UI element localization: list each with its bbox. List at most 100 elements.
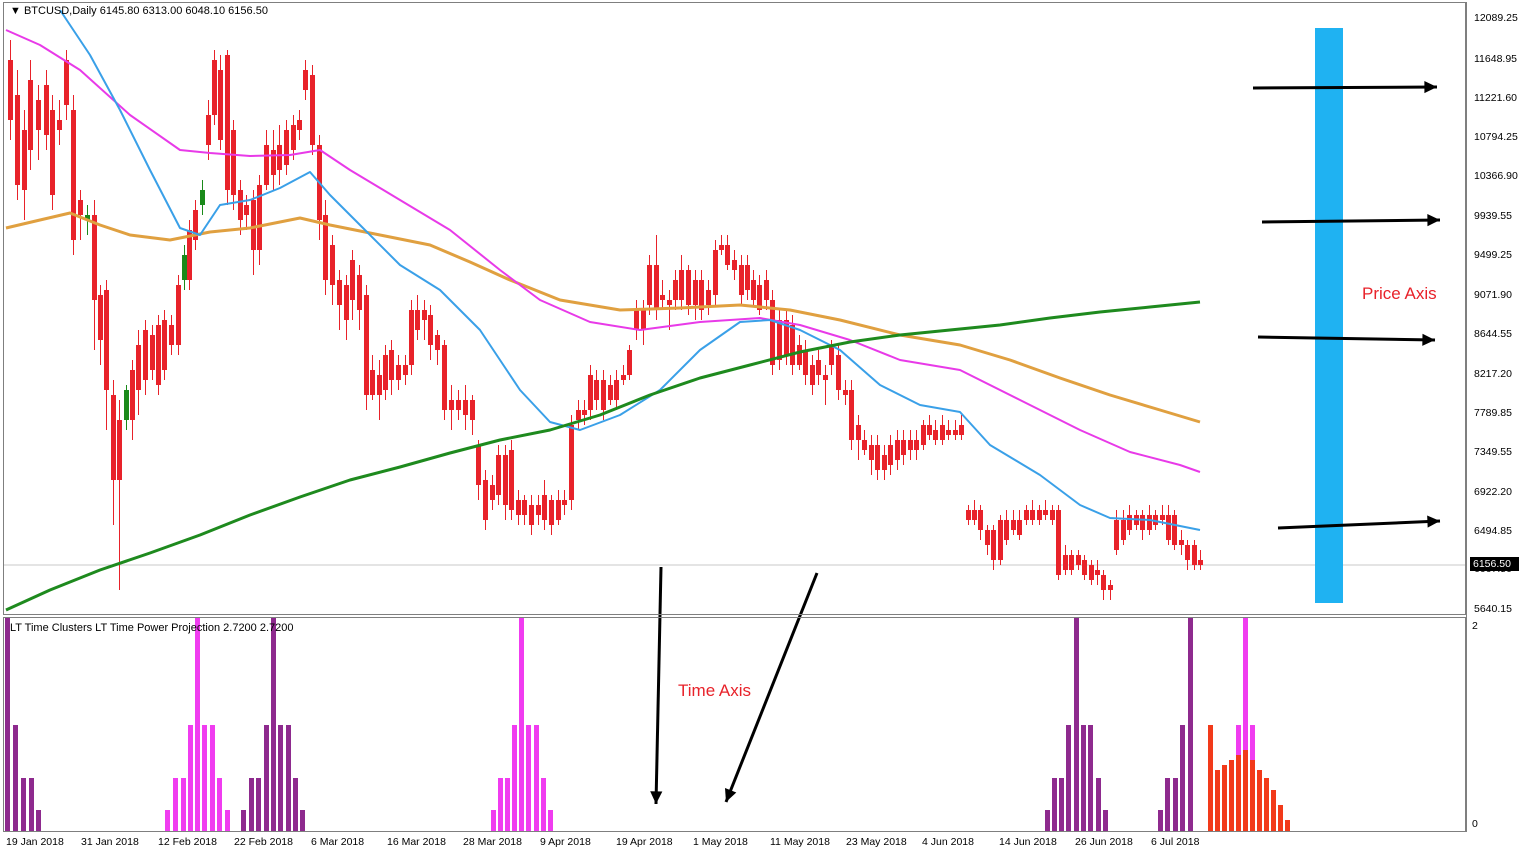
candle-body bbox=[647, 265, 652, 305]
arrow-price-4-head bbox=[1427, 515, 1440, 528]
candle-body bbox=[940, 425, 945, 440]
indicator-bar bbox=[271, 618, 276, 831]
candle-body bbox=[1011, 520, 1016, 530]
candle-body bbox=[588, 375, 593, 410]
candle-body bbox=[953, 430, 958, 435]
candle-body bbox=[1069, 555, 1074, 570]
price-label: 9939.55 bbox=[1474, 210, 1512, 222]
indicator-bar bbox=[491, 810, 496, 831]
candle-body bbox=[176, 285, 181, 345]
ma-slow-line bbox=[5, 211, 1201, 424]
candle-body bbox=[522, 500, 527, 515]
candle-body bbox=[383, 355, 388, 390]
indicator-bar bbox=[300, 810, 305, 831]
indicator-bar bbox=[293, 778, 298, 831]
indicator-bar bbox=[498, 778, 503, 831]
candle-body bbox=[601, 380, 606, 410]
indicator-bar bbox=[505, 778, 510, 831]
date-label: 28 Mar 2018 bbox=[463, 836, 522, 848]
candle-body bbox=[509, 450, 514, 510]
candle-body bbox=[28, 80, 33, 150]
indicator-bar bbox=[541, 778, 546, 831]
projection-bar bbox=[1236, 755, 1241, 831]
candle-body bbox=[1153, 515, 1158, 525]
price-label: 7789.85 bbox=[1474, 407, 1512, 419]
candle-body bbox=[998, 520, 1003, 560]
candle-body bbox=[699, 280, 704, 310]
candle-body bbox=[435, 335, 440, 350]
candle-body bbox=[303, 70, 308, 90]
candle-body bbox=[862, 440, 867, 450]
indicator-bar bbox=[548, 810, 553, 831]
candle-body bbox=[594, 380, 599, 400]
candle-body bbox=[1017, 520, 1022, 535]
indicator-bar bbox=[519, 618, 524, 831]
candle-body bbox=[569, 425, 574, 500]
candle-body bbox=[92, 215, 97, 300]
candle-body bbox=[1050, 510, 1055, 520]
projection-overlay-bar bbox=[1250, 725, 1255, 760]
candle-body bbox=[389, 350, 394, 380]
price-chart-panel[interactable] bbox=[3, 2, 1466, 615]
indicator-bar bbox=[173, 778, 178, 831]
candle-body bbox=[264, 145, 269, 185]
candle-body bbox=[667, 300, 672, 305]
price-label: 12089.25 bbox=[1474, 12, 1518, 24]
indicator-bar bbox=[225, 810, 230, 831]
indicator-scale-bottom: 0 bbox=[1472, 818, 1478, 830]
candle-body bbox=[169, 325, 174, 345]
candle-body bbox=[8, 60, 13, 120]
projection-bar bbox=[1208, 725, 1213, 831]
candle-body bbox=[496, 455, 501, 495]
candle-body bbox=[456, 400, 461, 410]
candle-body bbox=[829, 345, 834, 365]
candle-body bbox=[57, 120, 62, 130]
indicator-bar bbox=[1103, 810, 1108, 831]
candle-body bbox=[713, 250, 718, 295]
price-label: 9071.90 bbox=[1474, 289, 1512, 301]
ma-mid-line bbox=[5, 29, 1201, 473]
price-label: 11648.95 bbox=[1474, 53, 1518, 65]
date-label: 14 Jun 2018 bbox=[999, 836, 1057, 848]
candle-body bbox=[396, 365, 401, 380]
projection-bar bbox=[1250, 760, 1255, 831]
candle-body bbox=[130, 370, 135, 420]
candle-body bbox=[739, 265, 744, 295]
candle-body bbox=[244, 205, 249, 215]
candle-body bbox=[1004, 520, 1009, 540]
candle-body bbox=[914, 440, 919, 450]
projection-overlay-bar bbox=[1236, 725, 1241, 755]
candle-body bbox=[344, 285, 349, 320]
candle-body bbox=[503, 455, 508, 505]
candle-body bbox=[370, 370, 375, 395]
candle-body bbox=[337, 280, 342, 305]
indicator-bar bbox=[195, 618, 200, 831]
candle-body bbox=[124, 390, 129, 420]
candle-body bbox=[784, 320, 789, 355]
candle-body bbox=[686, 270, 691, 305]
indicator-bar bbox=[217, 778, 222, 831]
date-label: 1 May 2018 bbox=[693, 836, 748, 848]
candle-body bbox=[150, 335, 155, 370]
candle-body bbox=[284, 130, 289, 165]
candle-body bbox=[823, 375, 828, 380]
indicator-bar bbox=[286, 725, 291, 831]
candle-body bbox=[895, 440, 900, 460]
date-label: 11 May 2018 bbox=[770, 836, 830, 848]
candle-body bbox=[225, 55, 230, 190]
projection-bar bbox=[1264, 778, 1269, 831]
candle-body bbox=[271, 150, 276, 175]
indicator-panel[interactable] bbox=[3, 617, 1466, 832]
candle-body bbox=[1147, 515, 1152, 530]
candle-body bbox=[1024, 510, 1029, 520]
indicator-bar bbox=[1158, 810, 1163, 831]
price-scale[interactable] bbox=[1466, 2, 1529, 832]
arrow-price-2 bbox=[1261, 218, 1441, 224]
candle-body bbox=[422, 310, 427, 320]
candle-body bbox=[463, 400, 468, 415]
candle-body bbox=[621, 375, 626, 380]
candle-body bbox=[200, 190, 205, 205]
candle-body bbox=[1095, 570, 1100, 575]
